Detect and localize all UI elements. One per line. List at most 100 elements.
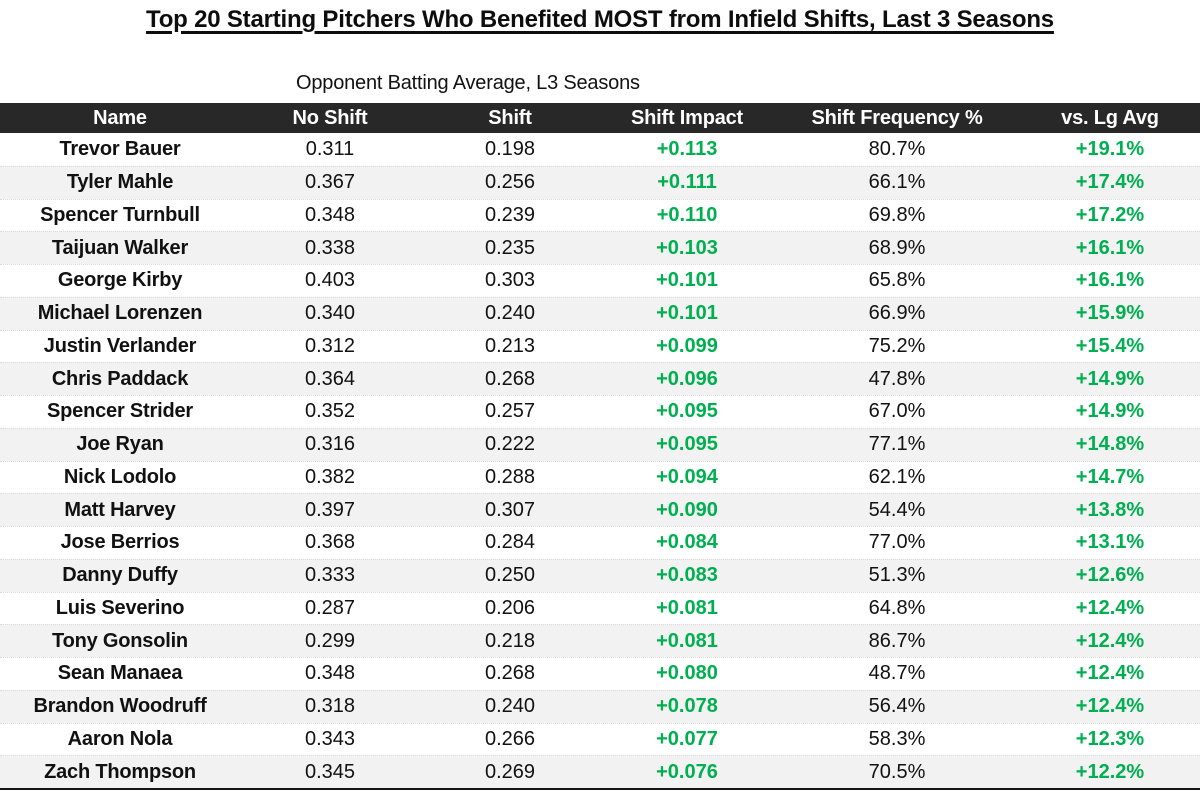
cell-no-shift: 0.311 <box>305 137 355 160</box>
table-row: Jose Berrios 0.368 0.284 +0.084 77.0% +13.1% <box>0 526 1200 559</box>
table-row: Brandon Woodruff 0.318 0.240 +0.078 56.4% +12… <box>0 689 1200 723</box>
cell-shift: 0.269 <box>484 760 536 783</box>
cell-vs-lg-avg: +15.4% <box>1075 334 1145 357</box>
pitchers-table: Name No Shift Shift Shift Impact Shift Frequ… <box>0 103 1200 790</box>
cell-vs-lg-avg: +14.8% <box>1075 433 1145 456</box>
cell-name: Michael Lorenzen <box>37 302 203 325</box>
cell-vs-lg-avg: +13.8% <box>1075 498 1145 521</box>
cell-no-shift: 0.397 <box>304 498 356 521</box>
cell-shift-impact: +0.101 <box>656 269 718 292</box>
cell-shift: 0.307 <box>484 498 536 521</box>
cell-name: Spencer Turnbull <box>40 203 200 226</box>
cell-vs-lg-avg: +15.9% <box>1075 302 1145 325</box>
header-cell-no-shift: No Shift <box>292 106 368 129</box>
cell-vs-lg-avg: +16.1% <box>1075 269 1145 292</box>
cell-no-shift: 0.318 <box>304 695 356 718</box>
cell-name: Joe Ryan <box>76 433 164 456</box>
cell-shift-impact: +0.084 <box>656 531 718 554</box>
table-row: Chris Paddack 0.364 0.268 +0.096 47.8% +14.9% <box>0 362 1200 395</box>
cell-shift-frequency: 54.4% <box>868 498 926 521</box>
cell-name: Luis Severino <box>55 596 185 619</box>
cell-shift: 0.256 <box>484 171 536 194</box>
cell-shift-impact: +0.080 <box>656 662 718 685</box>
table-row: Tyler Mahle 0.367 0.256 +0.111 66.1% +17.4% <box>0 165 1200 199</box>
cell-vs-lg-avg: +12.4% <box>1075 596 1145 619</box>
cell-shift-frequency: 56.4% <box>868 695 926 718</box>
cell-no-shift: 0.348 <box>304 203 356 226</box>
cell-name: Trevor Bauer <box>59 137 181 160</box>
cell-shift: 0.218 <box>484 629 536 652</box>
cell-vs-lg-avg: +16.1% <box>1075 236 1145 259</box>
cell-shift: 0.239 <box>484 203 536 226</box>
cell-name: Spencer Strider <box>47 400 193 423</box>
header-cell-vs-lg-avg: vs. Lg Avg <box>1061 106 1159 129</box>
cell-shift: 0.268 <box>484 367 536 390</box>
cell-shift-frequency: 65.8% <box>868 269 926 292</box>
cell-shift-impact: +0.110 <box>656 203 718 226</box>
cell-no-shift: 0.352 <box>304 400 356 423</box>
cell-name: Sean Manaea <box>57 662 183 685</box>
table-row: Danny Duffy 0.333 0.250 +0.083 51.3% +12.6% <box>0 558 1200 592</box>
cell-shift-impact: +0.090 <box>656 498 718 521</box>
cell-no-shift: 0.364 <box>304 367 356 390</box>
header-cell-shift-frequency: Shift Frequency % <box>811 106 983 129</box>
cell-no-shift: 0.368 <box>304 531 356 554</box>
cell-shift-frequency: 75.2% <box>868 334 926 357</box>
cell-shift-frequency: 68.9% <box>868 236 926 259</box>
table-row: Luis Severino 0.287 0.206 +0.081 64.8% +12.4% <box>0 591 1200 625</box>
cell-shift-frequency: 64.8% <box>868 596 926 619</box>
cell-name: Chris Paddack <box>51 367 189 390</box>
cell-shift: 0.288 <box>484 465 536 488</box>
cell-shift-impact: +0.103 <box>656 236 718 259</box>
cell-no-shift: 0.343 <box>304 727 356 750</box>
cell-shift: 0.206 <box>484 596 536 619</box>
cell-no-shift: 0.340 <box>304 302 356 325</box>
table-row: Aaron Nola 0.343 0.266 +0.077 58.3% +12.3% <box>0 722 1200 756</box>
cell-no-shift: 0.338 <box>304 236 356 259</box>
cell-shift-impact: +0.095 <box>656 433 718 456</box>
cell-no-shift: 0.333 <box>304 564 356 587</box>
cell-name: Brandon Woodruff <box>33 695 207 718</box>
cell-name: Aaron Nola <box>67 727 173 750</box>
cell-shift-frequency: 86.7% <box>868 629 926 652</box>
table-row: Spencer Turnbull 0.348 0.239 +0.110 69.8% +17… <box>0 198 1200 232</box>
cell-shift-frequency: 62.1% <box>868 465 926 488</box>
cell-name: Jose Berrios <box>60 531 180 554</box>
cell-name: Tyler Mahle <box>66 171 174 194</box>
page-title: Top 20 Starting Pitchers Who Benefited M… <box>146 6 1054 33</box>
cell-name: Tony Gonsolin <box>52 629 188 652</box>
cell-vs-lg-avg: +14.7% <box>1075 465 1145 488</box>
cell-shift: 0.222 <box>484 433 536 456</box>
table-row: Taijuan Walker 0.338 0.235 +0.103 68.9% +16.1… <box>0 231 1200 264</box>
cell-name: Matt Harvey <box>64 498 176 521</box>
cell-shift: 0.235 <box>484 236 536 259</box>
table-row: Nick Lodolo 0.382 0.288 +0.094 62.1% +14.7% <box>0 460 1200 494</box>
cell-vs-lg-avg: +12.3% <box>1075 727 1145 750</box>
cell-no-shift: 0.382 <box>304 465 356 488</box>
cell-shift-frequency: 47.8% <box>868 367 926 390</box>
cell-shift-impact: +0.081 <box>656 629 718 652</box>
table-row: Michael Lorenzen 0.340 0.240 +0.101 66.9% +15… <box>0 296 1200 330</box>
table-row: Matt Harvey 0.397 0.307 +0.090 54.4% +13.8% <box>0 493 1200 526</box>
cell-shift-frequency: 80.7% <box>868 137 926 160</box>
cell-no-shift: 0.287 <box>304 596 356 619</box>
table-subtitle: Opponent Batting Average, L3 Seasons <box>296 72 640 94</box>
cell-no-shift: 0.299 <box>304 629 356 652</box>
cell-no-shift: 0.345 <box>304 760 356 783</box>
cell-shift-frequency: 69.8% <box>868 203 926 226</box>
cell-no-shift: 0.312 <box>304 334 356 357</box>
table-row: Tony Gonsolin 0.299 0.218 +0.081 86.7% +12.4% <box>0 624 1200 657</box>
cell-no-shift: 0.367 <box>304 171 356 194</box>
cell-shift-impact: +0.111 <box>657 171 717 194</box>
cell-vs-lg-avg: +12.2% <box>1075 760 1145 783</box>
table-row: Sean Manaea 0.348 0.268 +0.080 48.7% +12.4% <box>0 657 1200 690</box>
cell-name: Taijuan Walker <box>51 236 189 259</box>
table-row: Trevor Bauer 0.311 0.198 +0.113 80.7% +19.1% <box>0 133 1200 166</box>
cell-shift: 0.268 <box>484 662 536 685</box>
cell-shift-impact: +0.095 <box>656 400 718 423</box>
cell-vs-lg-avg: +12.4% <box>1075 629 1145 652</box>
table-row: Spencer Strider 0.352 0.257 +0.095 67.0% +14.… <box>0 395 1200 428</box>
cell-shift: 0.284 <box>484 531 536 554</box>
cell-no-shift: 0.403 <box>304 269 356 292</box>
